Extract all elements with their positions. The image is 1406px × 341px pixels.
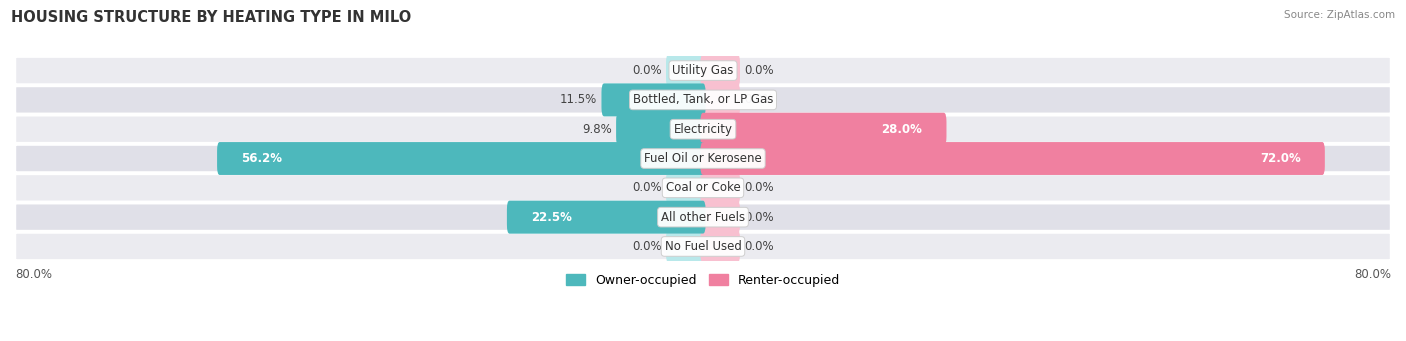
FancyBboxPatch shape <box>15 57 1391 85</box>
Text: 0.0%: 0.0% <box>744 64 773 77</box>
FancyBboxPatch shape <box>700 54 740 87</box>
FancyBboxPatch shape <box>616 113 706 146</box>
Text: All other Fuels: All other Fuels <box>661 211 745 224</box>
FancyBboxPatch shape <box>700 113 946 146</box>
FancyBboxPatch shape <box>700 142 1324 175</box>
FancyBboxPatch shape <box>700 172 740 204</box>
Text: 0.0%: 0.0% <box>744 181 773 194</box>
Text: No Fuel Used: No Fuel Used <box>665 240 741 253</box>
Text: 0.0%: 0.0% <box>633 181 662 194</box>
FancyBboxPatch shape <box>700 230 740 263</box>
Legend: Owner-occupied, Renter-occupied: Owner-occupied, Renter-occupied <box>561 269 845 292</box>
FancyBboxPatch shape <box>15 174 1391 202</box>
Text: 0.0%: 0.0% <box>633 64 662 77</box>
Text: 0.0%: 0.0% <box>744 240 773 253</box>
FancyBboxPatch shape <box>700 84 740 116</box>
Text: 11.5%: 11.5% <box>560 93 598 106</box>
Text: 0.0%: 0.0% <box>744 211 773 224</box>
Text: Source: ZipAtlas.com: Source: ZipAtlas.com <box>1284 10 1395 20</box>
FancyBboxPatch shape <box>15 145 1391 173</box>
Text: 72.0%: 72.0% <box>1260 152 1301 165</box>
FancyBboxPatch shape <box>15 232 1391 261</box>
Text: Electricity: Electricity <box>673 123 733 136</box>
Text: 56.2%: 56.2% <box>242 152 283 165</box>
FancyBboxPatch shape <box>508 201 706 234</box>
Text: 80.0%: 80.0% <box>1354 268 1391 281</box>
Text: Utility Gas: Utility Gas <box>672 64 734 77</box>
Text: HOUSING STRUCTURE BY HEATING TYPE IN MILO: HOUSING STRUCTURE BY HEATING TYPE IN MIL… <box>11 10 412 25</box>
Text: 28.0%: 28.0% <box>882 123 922 136</box>
FancyBboxPatch shape <box>15 203 1391 231</box>
Text: 9.8%: 9.8% <box>582 123 612 136</box>
Text: 0.0%: 0.0% <box>633 240 662 253</box>
FancyBboxPatch shape <box>602 84 706 116</box>
FancyBboxPatch shape <box>508 201 706 234</box>
FancyBboxPatch shape <box>217 142 706 175</box>
Text: 0.0%: 0.0% <box>744 93 773 106</box>
Text: Fuel Oil or Kerosene: Fuel Oil or Kerosene <box>644 152 762 165</box>
Text: Bottled, Tank, or LP Gas: Bottled, Tank, or LP Gas <box>633 93 773 106</box>
FancyBboxPatch shape <box>700 142 1324 175</box>
FancyBboxPatch shape <box>15 86 1391 114</box>
FancyBboxPatch shape <box>700 201 740 234</box>
FancyBboxPatch shape <box>15 115 1391 143</box>
FancyBboxPatch shape <box>700 113 946 146</box>
FancyBboxPatch shape <box>616 113 706 146</box>
FancyBboxPatch shape <box>217 142 706 175</box>
Text: 80.0%: 80.0% <box>15 268 52 281</box>
FancyBboxPatch shape <box>666 172 706 204</box>
FancyBboxPatch shape <box>602 84 706 116</box>
FancyBboxPatch shape <box>666 54 706 87</box>
Text: 22.5%: 22.5% <box>531 211 572 224</box>
FancyBboxPatch shape <box>666 230 706 263</box>
Text: Coal or Coke: Coal or Coke <box>665 181 741 194</box>
